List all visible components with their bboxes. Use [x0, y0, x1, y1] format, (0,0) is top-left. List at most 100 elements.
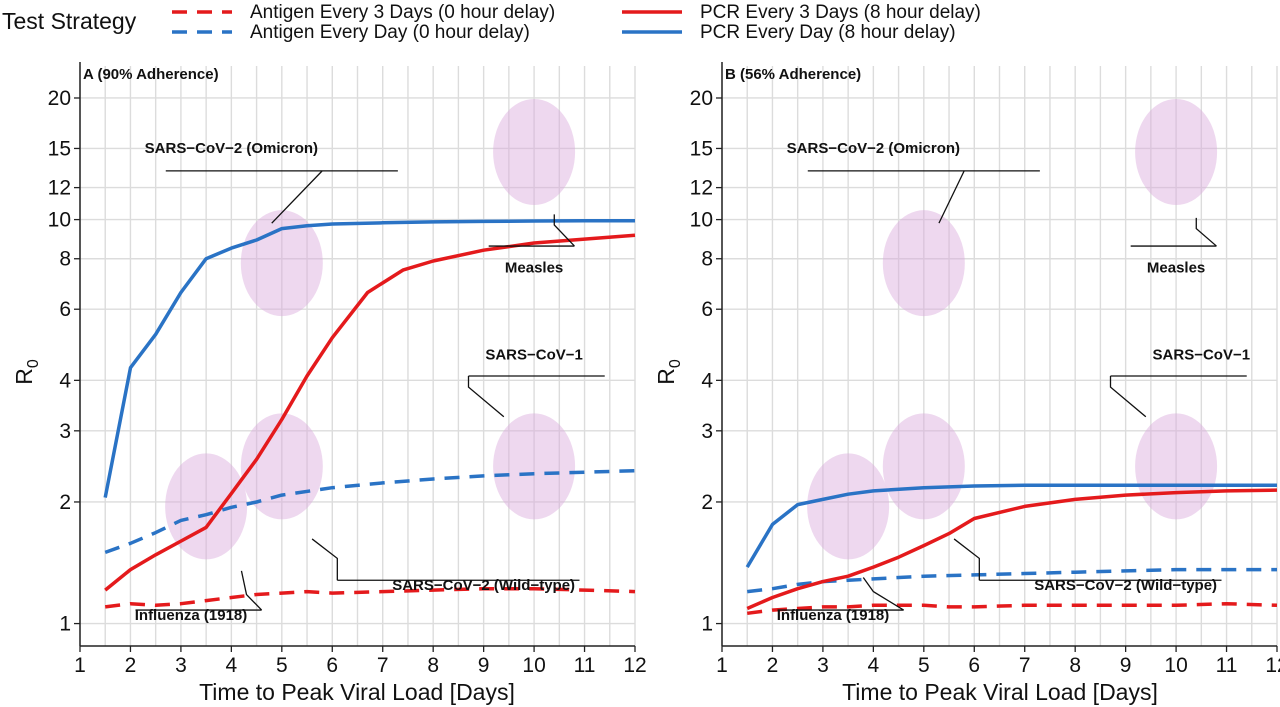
panel-b-y-tick-label-15: 15 — [690, 137, 713, 160]
panel-b-x-tick-label-8: 8 — [1069, 654, 1081, 677]
panel-a-influenza-region — [165, 453, 248, 560]
panel-b-x-tick-label-1: 1 — [716, 654, 728, 677]
panel-a-line-pcr-daily — [103, 218, 636, 498]
panel-b-ann-leader-wild-type — [953, 538, 980, 581]
panel-b-disease-regions — [807, 99, 1218, 560]
panel-b-annotations: SARS−CoV−2 (Omicron) Measles SARS−CoV−1 SAR… — [777, 140, 1250, 624]
panel-b: SARS−CoV−2 (Omicron) Measles SARS−CoV−1 SAR… — [653, 62, 1280, 705]
panel-a-y-tick-label-2: 2 — [59, 491, 71, 514]
panel-b-y-tick-label-6: 6 — [701, 298, 713, 321]
panel-a-x-tick-label-2: 2 — [125, 654, 137, 677]
legend: Test Strategy Antigen Every 3 Days (0 ho… — [2, 2, 981, 43]
panel-b-line-antigen-daily — [747, 567, 1277, 594]
panel-a-y-tick-label-10: 10 — [48, 209, 71, 232]
panel-a-y-tick-label-8: 8 — [59, 248, 71, 271]
panel-a-y-tick-label-6: 6 — [59, 298, 71, 321]
panel-a-y-tick-label-1: 1 — [59, 613, 71, 636]
panel-a-y-tick-label-15: 15 — [48, 137, 71, 160]
legend-label-pcr-daily: PCR Every Day (8 hour delay) — [700, 22, 956, 43]
panel-a-x-axis-title: Time to Peak Viral Load [Days] — [199, 679, 515, 705]
panel-a-x-tick-label-3: 3 — [175, 654, 187, 677]
legend-label-antigen-daily: Antigen Every Day (0 hour delay) — [250, 22, 530, 43]
panel-b-ann-label-measles: Measles — [1147, 259, 1205, 276]
panel-a-x-tick-label-1: 1 — [74, 654, 86, 677]
panel-b-line-antigen-3d — [746, 601, 1278, 616]
panel-a-ann-leader-omicron — [271, 170, 323, 224]
panel-a-line-antigen-3d — [104, 586, 636, 609]
panel-b-x-tick-label-2: 2 — [767, 654, 779, 677]
panel-b-x-tick-label-12: 12 — [1265, 654, 1280, 677]
panel-a-disease-regions — [165, 99, 576, 560]
panel-b-omicron-region — [882, 210, 965, 317]
panel-a-x-tick-label-9: 9 — [478, 654, 490, 677]
panel-b-x-tick-label-11: 11 — [1216, 654, 1238, 677]
panel-b-influenza-region — [807, 453, 890, 560]
panel-b-x-tick-label-4: 4 — [868, 654, 880, 677]
panel-b-line-pcr-daily — [745, 483, 1277, 568]
panel-b-ann-leader-measles — [1195, 217, 1217, 247]
panel-b-y-tick-label-1: 1 — [701, 613, 713, 636]
panel-b-x-axis-title: Time to Peak Viral Load [Days] — [842, 679, 1158, 705]
panel-b-line-pcr-3d — [746, 488, 1278, 611]
panel-a-measles-region — [493, 99, 576, 206]
panel-b-ann-leader-sars-cov-1 — [1109, 376, 1147, 418]
panel-b-y-tick-label-20: 20 — [690, 87, 713, 110]
panel-a-ann-leader-influenza — [240, 570, 263, 611]
panel-a-line-pcr-3d — [104, 233, 636, 592]
panel-b-title: B (56% Adherence) — [725, 66, 861, 83]
panel-b-y-tick-label-3: 3 — [701, 420, 713, 443]
panel-a-x-tick-label-8: 8 — [427, 654, 439, 677]
panel-a-x-tick-label-4: 4 — [226, 654, 238, 677]
panel-b-ann-label-influenza: Influenza (1918) — [777, 607, 890, 624]
panel-a-ann-leader-wild-type — [311, 538, 338, 581]
panel-b-x-tick-label-3: 3 — [817, 654, 829, 677]
panel-b-ann-label-sars-cov-1: SARS−CoV−1 — [1153, 347, 1251, 364]
panel-b-ann-label-wild-type: SARS−CoV−2 (Wild−type) — [1034, 577, 1217, 594]
panel-a-ann-leader-measles — [553, 214, 575, 247]
panel-a-x-tick-label-6: 6 — [326, 654, 338, 677]
panel-b-y-tick-label-12: 12 — [690, 177, 713, 200]
panel-b-grid — [721, 66, 1278, 646]
panel-a-ann-leader-sars-cov-1 — [467, 376, 505, 418]
panel-a-y-tick-label-12: 12 — [48, 177, 71, 200]
panel-b-x-tick-label-10: 10 — [1164, 654, 1187, 677]
panel-b-measles-region — [1135, 99, 1218, 206]
panel-a-y-axis-title-main: R — [11, 368, 37, 385]
panel-a-y-tick-label-20: 20 — [48, 87, 71, 110]
panel-a-x-tick-label-5: 5 — [276, 654, 288, 677]
panel-b-sars-cov-1-region — [1135, 413, 1218, 520]
panel-a-x-tick-label-11: 11 — [574, 654, 596, 677]
panel-b-y-tick-label-4: 4 — [701, 369, 713, 392]
panel-a-ann-label-omicron: SARS−CoV−2 (Omicron) — [145, 140, 318, 157]
panel-b-series — [745, 483, 1278, 616]
legend-label-pcr-3d: PCR Every 3 Days (8 hour delay) — [700, 2, 981, 23]
panel-a-line-antigen-daily — [104, 468, 636, 555]
panel-a-x-tick-label-12: 12 — [623, 654, 646, 677]
panel-b-ann-leader-omicron — [938, 170, 965, 224]
panel-b-wild-type-region — [882, 413, 965, 520]
panel-b-x-tick-label-6: 6 — [968, 654, 980, 677]
panel-b-x-tick-label-7: 7 — [1019, 654, 1031, 677]
panel-b-y-axis-title: R0 — [653, 359, 684, 385]
panel-a-ann-label-measles: Measles — [505, 259, 563, 276]
panel-b-x-tick-label-9: 9 — [1120, 654, 1132, 677]
panel-a-y-axis-title: R0 — [11, 359, 42, 385]
panel-a-ann-label-influenza: Influenza (1918) — [135, 607, 248, 624]
legend-title: Test Strategy — [2, 8, 137, 34]
panel-a-sars-cov-1-region — [493, 413, 576, 520]
panel-b-x-tick-label-5: 5 — [918, 654, 930, 677]
panel-a-annotations: SARS−CoV−2 (Omicron) Measles SARS−CoV−1 SAR… — [135, 140, 605, 624]
panel-a-grid — [79, 66, 636, 646]
panel-b-y-tick-label-8: 8 — [701, 248, 713, 271]
panel-b-y-tick-label-2: 2 — [701, 491, 713, 514]
panel-a-y-tick-label-4: 4 — [59, 369, 71, 392]
panel-a-series — [103, 218, 636, 609]
panel-a-x-tick-label-10: 10 — [522, 654, 545, 677]
panel-b-y-axis-title-main: R — [653, 368, 679, 385]
panel-a-ann-label-wild-type: SARS−CoV−2 (Wild−type) — [392, 577, 575, 594]
panel-a-y-tick-label-3: 3 — [59, 420, 71, 443]
panel-b-ann-leader-influenza — [862, 577, 904, 611]
